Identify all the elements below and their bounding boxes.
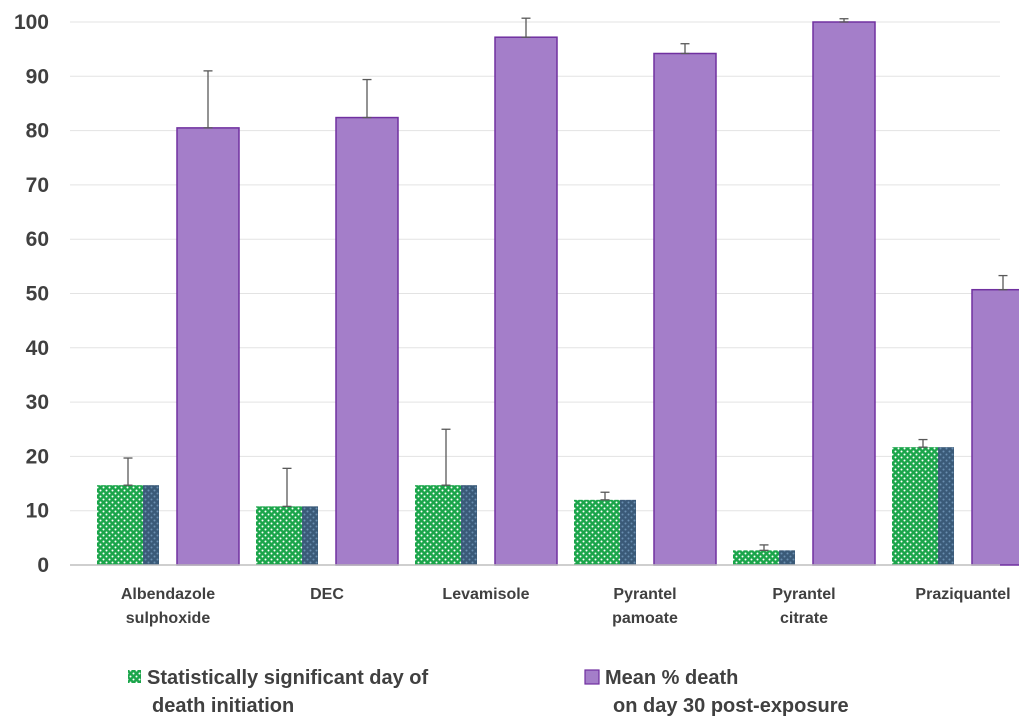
legend-label: Mean % death on day 30 post-exposure	[605, 667, 849, 717]
error-bar	[123, 457, 133, 486]
bar-mean-percent-death	[494, 36, 558, 566]
bar-day-of-death-initiation	[256, 506, 318, 565]
bar-day-of-death-initiation	[733, 550, 795, 565]
y-tick-label: 0	[37, 554, 49, 577]
y-tick-label: 80	[26, 120, 49, 143]
bar-day-of-death-initiation	[892, 447, 954, 565]
legend-swatch	[128, 670, 141, 683]
bars	[97, 21, 1019, 566]
error-bar	[203, 70, 213, 129]
error-bar	[441, 428, 451, 486]
error-bar	[839, 18, 849, 23]
bar-mean-percent-death	[176, 127, 240, 566]
x-axis-ticks: Albendazole sulphoxide DEC Levamisole Pyrant…	[121, 586, 1011, 627]
error-bar	[362, 78, 372, 119]
bar-mean-percent-death	[335, 116, 399, 566]
y-tick-label: 40	[26, 337, 49, 360]
legend-swatch	[584, 669, 600, 685]
legend-label: Statistically significant day of death in…	[147, 667, 429, 717]
y-tick-label: 100	[14, 11, 49, 34]
bar-mean-percent-death	[812, 21, 876, 566]
error-bar	[918, 438, 928, 448]
y-tick-label: 60	[26, 228, 49, 251]
x-tick-label: Praziquantel	[915, 586, 1010, 603]
bar-mean-percent-death	[971, 288, 1019, 566]
error-bar	[600, 491, 610, 501]
error-bar	[680, 43, 690, 55]
bar-day-of-death-initiation	[574, 499, 636, 565]
legend-item-day-of-death-initiation: Statistically significant day of death in…	[128, 667, 429, 717]
y-tick-label: 30	[26, 391, 49, 414]
y-axis-ticks: 0 10 20 30 40 50 60 70 80 90 100	[14, 11, 49, 577]
y-tick-label: 90	[26, 65, 49, 88]
x-tick-label: Albendazole sulphoxide	[121, 586, 215, 627]
error-bar	[282, 467, 292, 508]
y-tick-label: 10	[26, 500, 49, 523]
error-bar	[759, 544, 769, 551]
error-bar	[998, 274, 1008, 291]
x-tick-label: Pyrantel citrate	[772, 586, 835, 627]
bar-mean-percent-death	[653, 52, 717, 566]
legend: Statistically significant day of death in…	[128, 667, 849, 717]
x-tick-label: DEC	[310, 586, 344, 603]
y-tick-label: 20	[26, 445, 49, 468]
x-tick-label: Pyrantel pamoate	[612, 586, 678, 627]
legend-item-mean-percent-death: Mean % death on day 30 post-exposure	[584, 667, 849, 717]
x-tick-label: Levamisole	[442, 586, 529, 603]
y-tick-label: 70	[26, 174, 49, 197]
y-tick-label: 50	[26, 283, 49, 306]
bar-day-of-death-initiation	[97, 485, 159, 565]
bar-day-of-death-initiation	[415, 485, 477, 565]
error-bars	[123, 17, 1008, 551]
error-bar	[521, 17, 531, 38]
